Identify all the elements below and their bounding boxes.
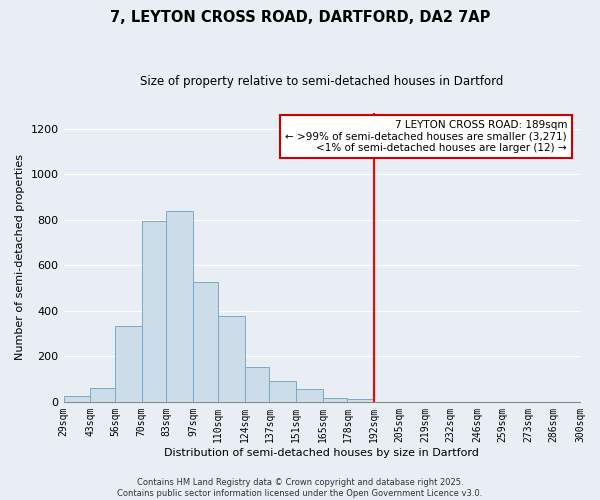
Bar: [245, 367, 269, 402]
Bar: [142, 221, 166, 402]
Text: 7 LEYTON CROSS ROAD: 189sqm
← >99% of semi-detached houses are smaller (3,271)
<: 7 LEYTON CROSS ROAD: 189sqm ← >99% of se…: [286, 120, 567, 153]
Title: Size of property relative to semi-detached houses in Dartford: Size of property relative to semi-detach…: [140, 75, 503, 88]
Bar: [347, 399, 374, 402]
Bar: [323, 398, 347, 402]
Bar: [193, 282, 218, 402]
Y-axis label: Number of semi-detached properties: Number of semi-detached properties: [15, 154, 25, 360]
Bar: [218, 316, 245, 402]
Bar: [90, 388, 115, 402]
Bar: [269, 382, 296, 402]
Bar: [166, 210, 193, 402]
X-axis label: Distribution of semi-detached houses by size in Dartford: Distribution of semi-detached houses by …: [164, 448, 479, 458]
Text: 7, LEYTON CROSS ROAD, DARTFORD, DA2 7AP: 7, LEYTON CROSS ROAD, DARTFORD, DA2 7AP: [110, 10, 490, 25]
Bar: [296, 389, 323, 402]
Bar: [115, 326, 142, 402]
Text: Contains HM Land Registry data © Crown copyright and database right 2025.
Contai: Contains HM Land Registry data © Crown c…: [118, 478, 482, 498]
Bar: [64, 396, 90, 402]
